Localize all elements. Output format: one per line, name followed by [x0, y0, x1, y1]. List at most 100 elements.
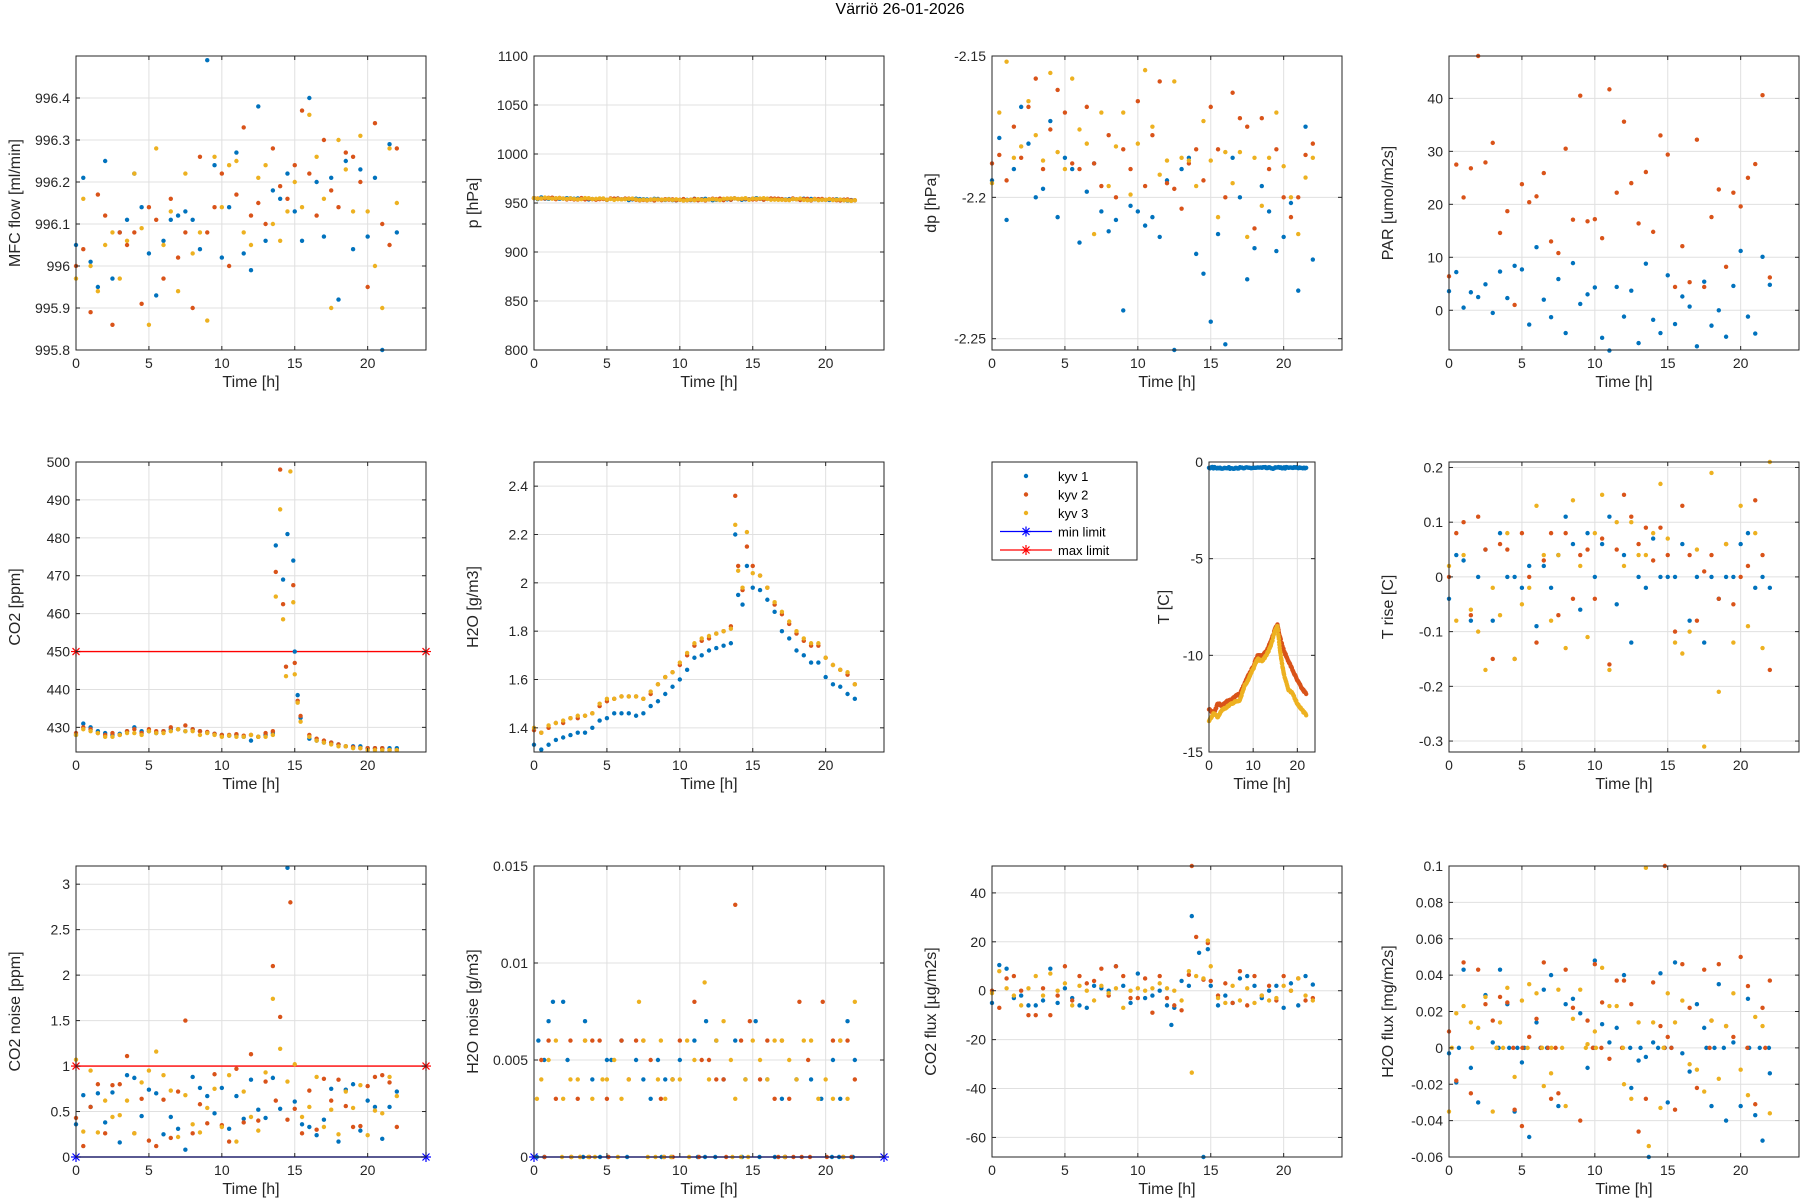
- data-point: [1512, 656, 1517, 662]
- data-point: [190, 217, 195, 222]
- data-point: [1541, 960, 1546, 965]
- data-point: [1164, 986, 1170, 991]
- data-point: [1592, 962, 1598, 967]
- data-point: [735, 592, 741, 598]
- data-point: [314, 213, 319, 218]
- data-point: [1738, 1067, 1743, 1072]
- data-point: [604, 1057, 610, 1063]
- data-point: [706, 648, 712, 653]
- data-point: [805, 197, 810, 203]
- data-point: [816, 641, 821, 646]
- data-point: [1310, 998, 1316, 1003]
- data-point: [677, 1057, 683, 1063]
- data-point: [779, 1038, 785, 1043]
- data-point: [183, 1018, 188, 1023]
- data-point: [175, 289, 181, 294]
- x-tick-label: 5: [1518, 1162, 1526, 1178]
- data-point: [168, 209, 173, 214]
- data-point: [710, 196, 715, 202]
- data-point: [568, 715, 573, 721]
- data-point: [1483, 282, 1488, 287]
- data-point: [1621, 492, 1627, 498]
- data-point: [307, 95, 312, 101]
- data-point: [1527, 982, 1532, 987]
- data-point: [575, 1096, 580, 1102]
- data-point: [1548, 1071, 1554, 1076]
- data-point: [1062, 986, 1068, 991]
- data-point: [1077, 240, 1082, 245]
- data-point: [1570, 1005, 1576, 1011]
- data-point: [1142, 183, 1148, 189]
- data-point: [1230, 155, 1235, 160]
- data-point: [1018, 988, 1024, 993]
- y-tick-label: 450: [47, 644, 71, 660]
- data-point: [838, 684, 843, 689]
- data-point: [1157, 988, 1162, 993]
- data-point: [1614, 519, 1619, 525]
- legend: kyv 1 kyv 2 kyv 3 min limit max limit: [991, 461, 1138, 561]
- data-point: [739, 196, 745, 201]
- data-point: [372, 1108, 378, 1113]
- data-point: [1556, 552, 1561, 558]
- data-point: [161, 242, 166, 248]
- data-point: [263, 730, 268, 736]
- data-point: [575, 197, 580, 202]
- series-kyv-3: [73, 996, 400, 1144]
- data-point: [1607, 1040, 1612, 1045]
- points-h2oflux: [1446, 863, 1773, 1160]
- data-point: [1585, 1042, 1590, 1047]
- data-point: [757, 587, 763, 593]
- data-point: [626, 694, 631, 699]
- data-point: [1026, 986, 1031, 991]
- data-point: [1694, 137, 1700, 142]
- data-point: [219, 1124, 225, 1130]
- data-point: [248, 268, 254, 273]
- data-point: [601, 196, 606, 201]
- data-point: [655, 682, 661, 687]
- figure-title: Värriö 26-01-2026: [835, 1, 965, 18]
- data-point: [307, 112, 312, 118]
- data-point: [1556, 1103, 1561, 1109]
- y-tick-label: 0.06: [1416, 931, 1443, 947]
- data-point: [212, 1086, 217, 1091]
- data-point: [1505, 295, 1510, 301]
- data-point: [1205, 946, 1211, 952]
- data-point: [154, 146, 159, 151]
- data-point: [1475, 294, 1481, 300]
- data-point: [1033, 76, 1038, 81]
- data-point: [1753, 498, 1758, 503]
- data-point-zero: [1583, 1045, 1589, 1051]
- axes-box: [533, 865, 885, 1158]
- data-point: [197, 728, 203, 734]
- data-point: [205, 230, 210, 235]
- data-point: [1084, 141, 1089, 146]
- y-tick-label: -15: [1183, 744, 1203, 760]
- y-tick-label: 995.9: [35, 300, 70, 316]
- data-point: [1454, 530, 1459, 536]
- data-point-zero: [1545, 1045, 1551, 1051]
- y-tick-label: 0: [1435, 302, 1443, 318]
- data-point: [1106, 132, 1111, 138]
- legend-entry: kyv 2: [1023, 488, 1088, 503]
- data-point: [285, 209, 290, 214]
- data-point: [1687, 279, 1692, 285]
- data-point: [604, 715, 610, 721]
- x-tick-label: 0: [988, 1162, 996, 1178]
- data-point: [291, 600, 296, 605]
- data-point: [1578, 93, 1583, 98]
- data-point: [1578, 1011, 1583, 1016]
- y-axis-label: p [hPa]: [465, 178, 482, 229]
- data-point: [234, 1139, 239, 1144]
- data-point: [1585, 530, 1590, 536]
- data-point: [110, 1090, 115, 1095]
- x-tick-label: 10: [672, 1162, 688, 1178]
- data-point: [1201, 976, 1206, 981]
- data-point: [670, 197, 675, 203]
- data-point: [604, 197, 610, 202]
- data-point: [1767, 585, 1773, 591]
- x-tick-label: 20: [818, 1162, 834, 1178]
- data-point: [205, 1121, 210, 1126]
- y-tick-label: 440: [47, 681, 71, 697]
- data-point: [1274, 983, 1279, 989]
